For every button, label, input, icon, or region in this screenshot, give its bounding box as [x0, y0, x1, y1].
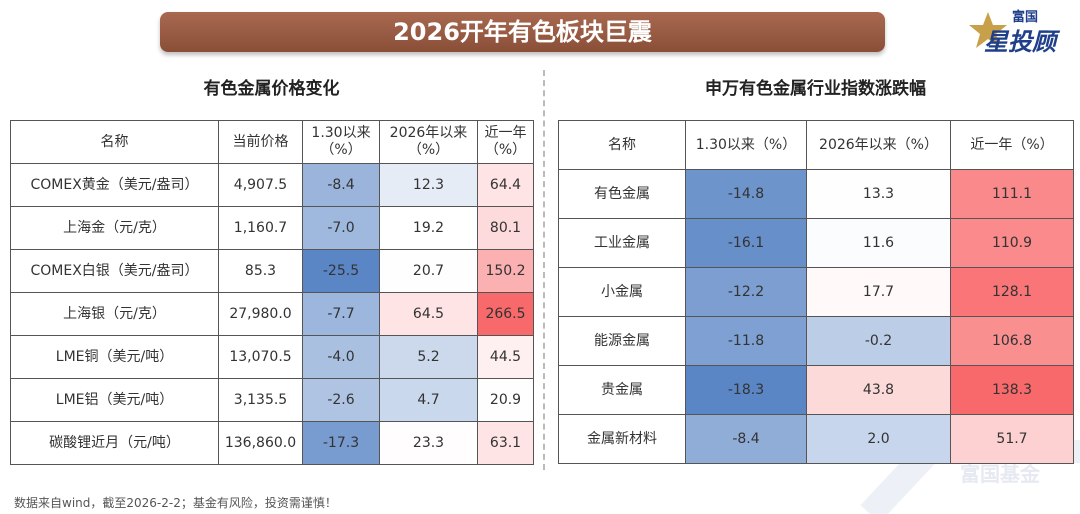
- value-cell: 85.3: [218, 249, 303, 293]
- value-cell: 266.5: [477, 292, 534, 336]
- value-cell: 111.1: [950, 169, 1074, 219]
- value-cell: -8.4: [685, 414, 807, 464]
- value-cell: 4,907.5: [218, 163, 303, 207]
- value-cell: -7.0: [302, 206, 380, 250]
- data-row: LME铜（美元/吨） 13,070.5 -4.0 5.2 44.5: [10, 335, 534, 379]
- index-table: 名称 1.30以来（%） 2026年以来（%） 近一年（%） 有色金属 -14.8 13.3…: [558, 120, 1074, 464]
- value-cell: -14.8: [685, 169, 807, 219]
- name-cell: 上海银（元/克）: [10, 292, 219, 336]
- value-cell: 44.5: [477, 335, 534, 379]
- right-subtitle: 申万有色金属行业指数涨跌幅: [705, 79, 926, 99]
- value-cell: 27,980.0: [218, 292, 303, 336]
- data-row: 碳酸锂近月（元/吨） 136,860.0 -17.3 23.3 63.1: [10, 421, 534, 465]
- value-cell: -0.2: [806, 316, 951, 366]
- name-cell: 上海金（元/克）: [10, 206, 219, 250]
- value-cell: 64.4: [477, 163, 534, 207]
- value-cell: -12.2: [685, 267, 807, 317]
- logo-star: [969, 12, 1007, 48]
- header-cell: 近一年（%）: [477, 120, 534, 164]
- value-cell: 2.0: [806, 414, 951, 464]
- name-cell: 小金属: [558, 267, 686, 317]
- value-cell: 13.3: [806, 169, 951, 219]
- name-cell: 碳酸锂近月（元/吨）: [10, 421, 219, 465]
- name-cell: COMEX黄金（美元/盎司）: [10, 163, 219, 207]
- name-cell: 贵金属: [558, 365, 686, 415]
- value-cell: 12.3: [379, 163, 478, 207]
- value-cell: -11.8: [685, 316, 807, 366]
- header-cell: 名称: [10, 120, 219, 164]
- data-row: 上海金（元/克） 1,160.7 -7.0 19.2 80.1: [10, 206, 534, 250]
- header-cell: 2026年以来（%）: [806, 120, 951, 170]
- value-cell: 80.1: [477, 206, 534, 250]
- value-cell: 64.5: [379, 292, 478, 336]
- value-cell: 3,135.5: [218, 378, 303, 422]
- name-cell: 金属新材料: [558, 414, 686, 464]
- value-cell: -16.1: [685, 218, 807, 268]
- value-cell: 19.2: [379, 206, 478, 250]
- value-cell: 23.3: [379, 421, 478, 465]
- value-cell: 17.7: [806, 267, 951, 317]
- name-cell: COMEX白银（美元/盎司）: [10, 249, 219, 293]
- logo: 富国 星投顾: [968, 4, 1076, 56]
- divider: [543, 70, 545, 470]
- value-cell: -18.3: [685, 365, 807, 415]
- name-cell: LME铝（美元/吨）: [10, 378, 219, 422]
- footer-note: 数据来自wind，截至2026-2-2；基金有风险，投资需谨慎！: [14, 496, 337, 510]
- data-row: 小金属 -12.2 17.7 128.1: [558, 267, 1074, 317]
- value-cell: 110.9: [950, 218, 1074, 268]
- header-row: 名称 1.30以来（%） 2026年以来（%） 近一年（%）: [558, 120, 1074, 170]
- value-cell: 138.3: [950, 365, 1074, 415]
- data-row: 能源金属 -11.8 -0.2 106.8: [558, 316, 1074, 366]
- header-cell: 当前价格: [218, 120, 303, 164]
- value-cell: 63.1: [477, 421, 534, 465]
- data-row: 工业金属 -16.1 11.6 110.9: [558, 218, 1074, 268]
- header-row: 名称 当前价格 1.30以来（%） 2026年以来（%） 近一年（%）: [10, 120, 534, 164]
- value-cell: 150.2: [477, 249, 534, 293]
- data-row: COMEX黄金（美元/盎司） 4,907.5 -8.4 12.3 64.4: [10, 163, 534, 207]
- data-row: 上海银（元/克） 27,980.0 -7.7 64.5 266.5: [10, 292, 534, 336]
- name-cell: LME铜（美元/吨）: [10, 335, 219, 379]
- value-cell: 11.6: [806, 218, 951, 268]
- name-cell: 能源金属: [558, 316, 686, 366]
- title-banner: 2026开年有色板块巨震: [160, 12, 885, 52]
- value-cell: 20.9: [477, 378, 534, 422]
- value-cell: -4.0: [302, 335, 380, 379]
- value-cell: 5.2: [379, 335, 478, 379]
- left-subtitle: 有色金属价格变化: [203, 79, 340, 99]
- header-cell: 名称: [558, 120, 686, 170]
- value-cell: 106.8: [950, 316, 1074, 366]
- header-cell: 近一年（%）: [950, 120, 1074, 170]
- value-cell: 20.7: [379, 249, 478, 293]
- name-cell: 工业金属: [558, 218, 686, 268]
- name-cell: 有色金属: [558, 169, 686, 219]
- data-row: 有色金属 -14.8 13.3 111.1: [558, 169, 1074, 219]
- data-row: COMEX白银（美元/盎司） 85.3 -25.5 20.7 150.2: [10, 249, 534, 293]
- value-cell: 128.1: [950, 267, 1074, 317]
- value-cell: 1,160.7: [218, 206, 303, 250]
- data-row: LME铝（美元/吨） 3,135.5 -2.6 4.7 20.9: [10, 378, 534, 422]
- header-cell: 1.30以来（%）: [685, 120, 807, 170]
- header-cell: 1.30以来（%）: [302, 120, 380, 164]
- value-cell: 136,860.0: [218, 421, 303, 465]
- value-cell: -8.4: [302, 163, 380, 207]
- value-cell: 51.7: [950, 414, 1074, 464]
- value-cell: -7.7: [302, 292, 380, 336]
- header-cell: 2026年以来（%）: [379, 120, 478, 164]
- value-cell: -17.3: [302, 421, 380, 465]
- data-row: 金属新材料 -8.4 2.0 51.7: [558, 414, 1074, 464]
- logo-main: 星投顾: [984, 28, 1056, 56]
- data-row: 贵金属 -18.3 43.8 138.3: [558, 365, 1074, 415]
- value-cell: -2.6: [302, 378, 380, 422]
- watermark: 富国基金: [960, 462, 1040, 486]
- value-cell: 4.7: [379, 378, 478, 422]
- value-cell: 13,070.5: [218, 335, 303, 379]
- value-cell: 43.8: [806, 365, 951, 415]
- value-cell: -25.5: [302, 249, 380, 293]
- logo-top: 富国: [1012, 10, 1039, 25]
- price-table: 名称 当前价格 1.30以来（%） 2026年以来（%） 近一年（%） COMEX黄金（美…: [10, 120, 534, 465]
